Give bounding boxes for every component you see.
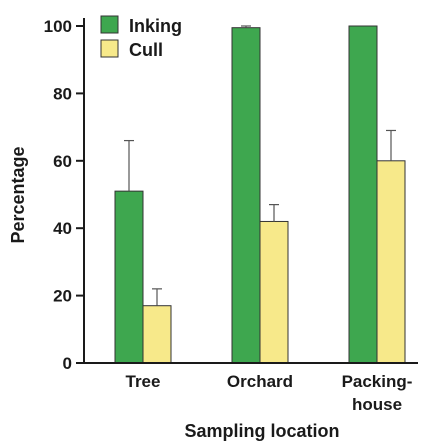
y-tick-label: 100 [44,17,72,36]
legend-swatch-inking [100,15,119,34]
legend: Inking Cull [100,15,182,60]
y-ticks-group: 0 20 40 60 80 100 [44,17,84,373]
error-bars-group [124,25,396,306]
y-tick-label: 40 [53,219,72,238]
bar-cull-1 [142,305,172,364]
y-tick-label: 0 [63,354,72,373]
x-tick-label: house [352,395,402,414]
bar-inking-3 [348,25,378,364]
x-tick-label: Orchard [227,372,293,391]
bars-group [114,25,406,364]
x-tick-label: Packing- [342,372,413,391]
y-axis-title: Percentage [8,146,28,243]
x-axis-title: Sampling location [184,421,339,441]
bar-cull-3 [376,160,406,364]
legend-label-cull: Cull [129,40,163,60]
y-tick-label: 20 [53,287,72,306]
y-tick-label: 80 [53,84,72,103]
legend-swatch-cull [100,39,119,58]
bar-inking-1 [114,190,144,364]
bar-inking-2 [231,27,261,364]
x-ticks-group: Tree Orchard Packing-house [126,372,413,414]
legend-label-inking: Inking [129,16,182,36]
y-tick-label: 60 [53,152,72,171]
bar-cull-2 [259,220,289,364]
x-tick-label: Tree [126,372,161,391]
